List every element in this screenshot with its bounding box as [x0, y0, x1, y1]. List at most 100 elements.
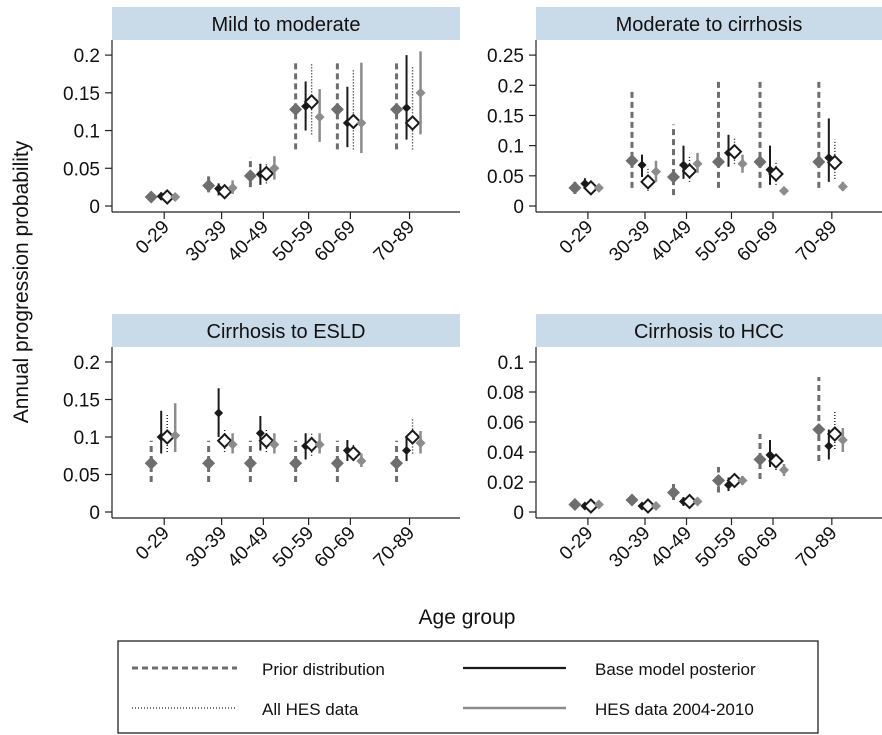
y-tick-label: 0.2	[74, 353, 100, 374]
y-tick-label: 0	[513, 503, 524, 524]
all_hes-point	[258, 165, 275, 182]
prior-point	[330, 456, 344, 470]
y-tick-label: 0.05	[63, 466, 100, 487]
base-point	[402, 103, 412, 113]
hes_2004-point	[779, 185, 790, 196]
legend-label: Base model posterior	[595, 660, 756, 679]
y-tick-label: 0	[513, 197, 524, 218]
panel-title-strip	[536, 314, 882, 347]
hes_2004-point	[650, 501, 661, 511]
all_hes-point	[726, 472, 743, 489]
x-tick-label: 30-39	[182, 217, 231, 266]
all_hes-point	[216, 432, 233, 449]
all_hes-point	[726, 143, 743, 160]
all_hes-point	[640, 498, 656, 514]
prior-point	[144, 456, 158, 470]
all_hes-point	[303, 436, 320, 453]
y-tick-label: 0.15	[63, 391, 100, 412]
panel-4: Cirrhosis to HCC 0 0.02 0.04 0.06 0.08 0.1 0-29…	[487, 314, 882, 572]
legend-label: HES data 2004-2010	[595, 700, 754, 719]
x-axis-label: Age group	[419, 606, 516, 629]
legend-label: All HES data	[262, 700, 359, 719]
all_hes-point	[404, 429, 421, 445]
x-tick-label: 70-89	[370, 217, 419, 266]
x-tick-label: 30-39	[182, 523, 231, 572]
y-tick-label: 0.25	[487, 46, 524, 67]
hes_2004-point	[170, 430, 181, 441]
all_hes-point	[768, 453, 784, 469]
prior-point	[202, 179, 216, 193]
hes_2004-point	[227, 439, 238, 450]
panel-title-strip	[112, 314, 460, 347]
base-point	[402, 446, 412, 455]
y-tick-label: 0.2	[498, 76, 524, 97]
prior-point	[289, 102, 303, 116]
y-tick-label: 0.06	[487, 413, 524, 434]
panel-1: Mild to moderate 0 0.05 0.1 0.15 0.2 0-29 30-39…	[63, 7, 460, 266]
prior-point	[568, 498, 582, 511]
y-axis-label: Annual progression probability	[10, 140, 33, 423]
panel-2: Moderate to cirrhosis 0 0.05 0.1 0.15 0.2 0.25…	[487, 7, 882, 266]
prior-point	[711, 155, 725, 169]
y-tick-label: 0.1	[498, 137, 524, 158]
hes_2004-point	[269, 439, 280, 450]
x-tick-label: 60-69	[733, 217, 782, 266]
hes_2004-point	[837, 181, 848, 192]
base-point	[255, 428, 265, 438]
hes_2004-point	[737, 158, 748, 169]
x-tick-label: 40-49	[647, 217, 696, 266]
hes_2004-point	[356, 456, 367, 466]
y-tick-label: 0.1	[498, 353, 524, 374]
prior-point	[812, 423, 826, 436]
all_hes-point	[582, 179, 599, 196]
panel-title-strip	[536, 7, 882, 40]
prior-point	[330, 102, 344, 116]
y-tick-label: 0	[89, 503, 100, 524]
hes_2004-point	[227, 182, 238, 193]
y-tick-label: 0.1	[74, 428, 100, 449]
hes_2004-point	[692, 158, 703, 169]
x-tick-label: 30-39	[605, 523, 654, 572]
panel-title: Mild to moderate	[212, 14, 361, 36]
hes_2004-point	[650, 166, 661, 177]
base-point	[824, 441, 834, 451]
all_hes-point	[404, 115, 421, 131]
prior-point	[711, 474, 725, 487]
x-tick-label: 40-49	[224, 217, 273, 266]
hes_2004-point	[269, 163, 280, 174]
all_hes-point	[640, 173, 656, 190]
prior-point	[390, 102, 404, 116]
x-tick-label: 50-59	[269, 523, 318, 572]
legend-box	[117, 640, 819, 734]
panel-title: Cirrhosis to ESLD	[207, 321, 366, 343]
y-tick-label: 0.15	[63, 84, 100, 105]
y-tick-label: 0	[89, 197, 100, 218]
y-tick-label: 0.04	[487, 443, 524, 464]
all_hes-point	[768, 166, 784, 182]
panel-title: Cirrhosis to HCC	[634, 321, 784, 343]
all_hes-point	[159, 189, 176, 205]
x-tick-label: 60-69	[311, 523, 360, 572]
y-tick-label: 0.2	[74, 46, 100, 67]
hes_2004-point	[779, 465, 790, 475]
prior-point	[753, 453, 767, 466]
prior-point	[243, 169, 257, 183]
x-tick-label: 50-59	[692, 523, 741, 572]
prior-point	[390, 456, 404, 470]
x-tick-label: 40-49	[224, 523, 273, 572]
prior-point	[568, 181, 582, 195]
prior-point	[144, 190, 158, 204]
hes_2004-point	[170, 191, 181, 202]
prior-point	[667, 170, 681, 184]
all_hes-point	[826, 426, 843, 442]
y-tick-label: 0.15	[487, 106, 524, 127]
y-tick-label: 0.1	[74, 122, 100, 143]
x-tick-label: 60-69	[311, 217, 360, 266]
x-tick-label: 70-89	[792, 217, 841, 266]
x-tick-label: 70-89	[792, 523, 841, 572]
hes_2004-point	[314, 439, 325, 450]
all_hes-point	[216, 183, 233, 200]
all_hes-point	[826, 154, 843, 171]
x-tick-label: 70-89	[370, 523, 419, 572]
